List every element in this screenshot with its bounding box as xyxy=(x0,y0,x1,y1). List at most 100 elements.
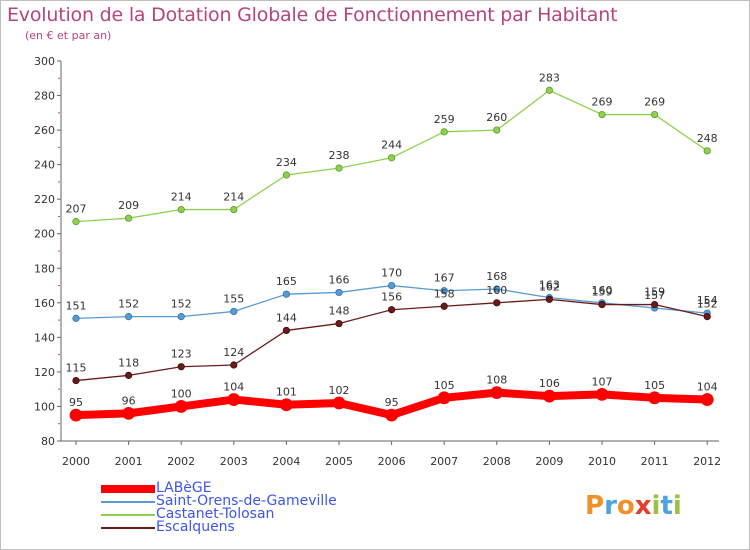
data-point-lab-ge xyxy=(227,393,241,406)
data-label-lab-ge: 95 xyxy=(385,396,399,409)
data-point-castanet-tolosan xyxy=(650,110,659,119)
data-label-castanet-tolosan: 260 xyxy=(486,111,507,124)
x-tick-label: 2008 xyxy=(483,455,511,468)
data-point-castanet-tolosan xyxy=(440,128,448,136)
data-point-lab-ge xyxy=(122,406,135,420)
x-tick-label: 2011 xyxy=(641,455,669,468)
data-label-saint-orens-de-gameville: 168 xyxy=(486,270,507,283)
logo-letter: t xyxy=(660,491,673,521)
data-label-escalquens: 156 xyxy=(381,291,402,304)
data-label-castanet-tolosan: 209 xyxy=(118,199,139,212)
legend-label: LABèGE xyxy=(156,480,212,496)
data-label-castanet-tolosan: 269 xyxy=(644,96,665,109)
x-tick-label: 2001 xyxy=(115,455,143,468)
data-point-castanet-tolosan xyxy=(598,110,606,119)
y-tick-label: 120 xyxy=(34,366,55,379)
data-label-lab-ge: 107 xyxy=(592,375,613,388)
data-label-castanet-tolosan: 244 xyxy=(381,139,402,152)
data-point-lab-ge xyxy=(174,400,188,413)
logo-letter: i xyxy=(651,491,661,521)
data-label-escalquens: 118 xyxy=(118,356,139,369)
y-tick-label: 300 xyxy=(34,55,55,68)
y-tick-label: 280 xyxy=(34,90,55,103)
data-label-escalquens: 123 xyxy=(171,348,192,361)
logo-letter: r xyxy=(604,491,617,521)
data-label-escalquens: 158 xyxy=(434,287,455,300)
data-point-saint-orens-de-gameville xyxy=(230,307,238,316)
data-label-escalquens: 159 xyxy=(644,286,665,299)
legend-label: Escalquens xyxy=(156,519,235,535)
data-label-escalquens: 144 xyxy=(276,311,297,324)
data-point-castanet-tolosan xyxy=(703,147,711,155)
data-label-saint-orens-de-gameville: 166 xyxy=(329,273,350,286)
data-point-lab-ge xyxy=(700,393,714,406)
data-point-lab-ge xyxy=(279,398,293,412)
y-tick-label: 220 xyxy=(34,193,55,206)
y-tick-label: 260 xyxy=(34,124,55,137)
data-point-escalquens xyxy=(282,326,290,335)
y-tick-label: 180 xyxy=(34,262,55,275)
data-point-lab-ge xyxy=(385,408,399,422)
x-tick-label: 2005 xyxy=(325,455,353,468)
data-point-castanet-tolosan xyxy=(72,218,80,226)
data-point-escalquens xyxy=(177,363,185,371)
data-label-castanet-tolosan: 214 xyxy=(171,191,192,204)
data-label-saint-orens-de-gameville: 151 xyxy=(66,299,87,312)
data-label-saint-orens-de-gameville: 160 xyxy=(592,284,613,297)
data-point-escalquens xyxy=(230,361,238,369)
x-tick-label: 2002 xyxy=(167,455,195,468)
y-tick-label: 200 xyxy=(34,228,55,241)
data-label-escalquens: 162 xyxy=(539,280,560,293)
data-label-escalquens: 124 xyxy=(223,346,244,359)
data-label-lab-ge: 95 xyxy=(69,396,83,409)
data-point-escalquens xyxy=(545,295,554,303)
data-point-lab-ge xyxy=(595,387,609,401)
data-label-lab-ge: 108 xyxy=(486,374,507,387)
x-tick-label: 2004 xyxy=(272,455,300,468)
data-point-saint-orens-de-gameville xyxy=(282,290,290,298)
x-tick-label: 2007 xyxy=(430,455,458,468)
data-label-escalquens: 115 xyxy=(66,362,87,375)
data-point-castanet-tolosan xyxy=(335,164,343,172)
data-label-escalquens: 148 xyxy=(329,305,350,318)
legend-swatch xyxy=(101,527,155,529)
legend-label: Castanet-Tolosan xyxy=(156,506,275,522)
data-label-lab-ge: 102 xyxy=(329,384,350,397)
data-point-saint-orens-de-gameville xyxy=(72,314,80,322)
legend-swatch xyxy=(101,501,155,503)
data-point-escalquens xyxy=(703,313,711,321)
legend-swatch xyxy=(101,514,155,516)
data-label-lab-ge: 105 xyxy=(644,379,665,392)
proxiti-logo: Proxiti xyxy=(585,491,682,521)
data-point-escalquens xyxy=(72,376,80,385)
data-label-saint-orens-de-gameville: 170 xyxy=(381,267,402,280)
y-tick-label: 100 xyxy=(34,400,55,413)
data-point-escalquens xyxy=(335,319,343,328)
y-tick-label: 140 xyxy=(34,331,55,344)
data-point-lab-ge xyxy=(490,386,504,400)
data-point-lab-ge xyxy=(332,396,346,410)
logo-letter: P xyxy=(585,491,605,521)
data-label-castanet-tolosan: 248 xyxy=(697,132,718,145)
data-point-lab-ge xyxy=(437,391,451,405)
data-point-castanet-tolosan xyxy=(493,126,501,134)
data-point-escalquens xyxy=(493,299,501,307)
data-label-lab-ge: 100 xyxy=(171,387,192,400)
data-label-escalquens: 159 xyxy=(592,286,613,299)
data-label-lab-ge: 106 xyxy=(539,377,560,390)
data-point-castanet-tolosan xyxy=(387,154,396,162)
data-point-lab-ge xyxy=(648,391,661,405)
data-label-castanet-tolosan: 234 xyxy=(276,156,297,169)
data-label-lab-ge: 101 xyxy=(276,386,297,399)
data-point-saint-orens-de-gameville xyxy=(335,288,343,297)
data-point-escalquens xyxy=(387,306,396,314)
y-tick-label: 160 xyxy=(34,297,55,310)
legend-swatch xyxy=(101,485,155,493)
y-tick-label: 240 xyxy=(34,159,55,172)
data-point-escalquens xyxy=(650,300,659,309)
logo-letter: x xyxy=(634,491,652,521)
data-point-saint-orens-de-gameville xyxy=(387,281,396,290)
data-point-castanet-tolosan xyxy=(230,205,238,214)
logo-letter: i xyxy=(672,491,682,521)
